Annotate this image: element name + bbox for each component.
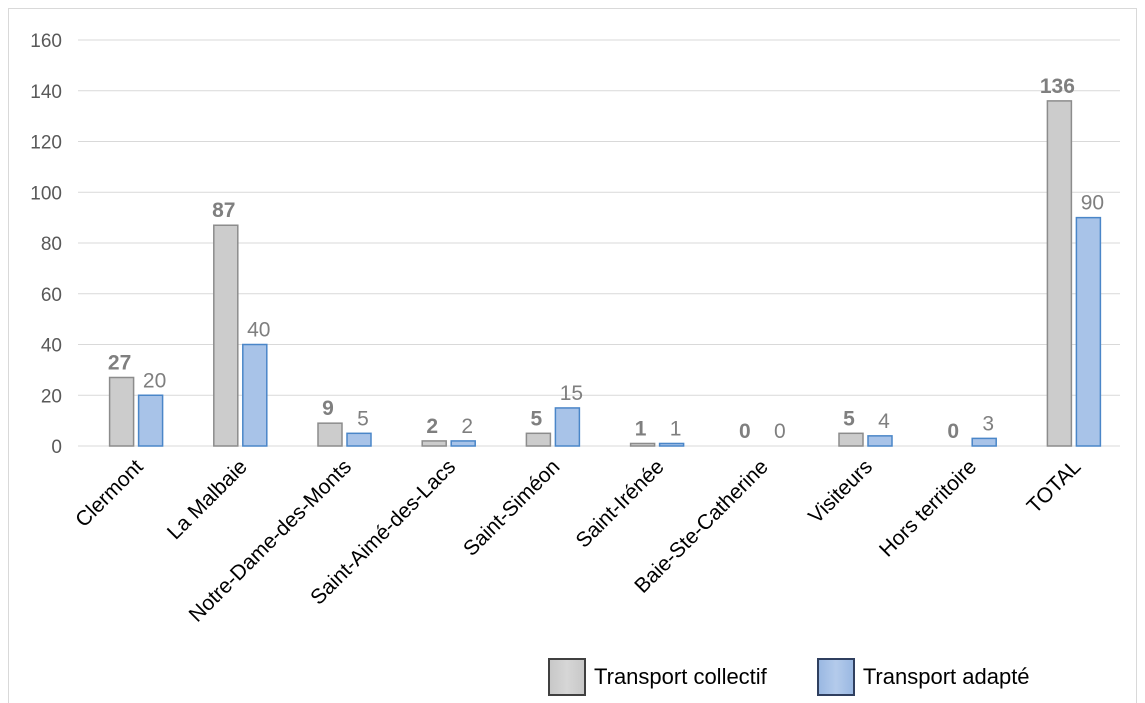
data-label-transport-adapte: 20 [143,369,166,392]
y-tick-label: 40 [41,336,62,357]
data-label-transport-adapte: 1 [670,417,682,440]
legend-swatch-transport-collectif [548,658,586,696]
bar-transport-adapte [867,435,893,447]
data-label-transport-adapte: 40 [247,319,270,342]
data-label-transport-collectif: 0 [947,420,959,443]
data-label-transport-collectif: 2 [426,415,438,438]
bar-transport-adapte [554,407,581,447]
bar-transport-adapte [658,442,685,447]
data-label-transport-adapte: 2 [461,415,473,438]
x-tick-label: Hors territoire [875,455,981,561]
data-label-transport-collectif: 27 [108,351,131,374]
data-label-transport-collectif: 87 [212,199,235,222]
bar-transport-collectif [525,432,552,447]
bar-transport-adapte [971,437,997,447]
bar-transport-collectif [317,422,343,447]
bar-transport-collectif [838,432,864,447]
y-tick-label: 120 [30,133,62,154]
legend-swatch-transport-adapte [816,658,855,696]
chart-legend: Transport collectif Transport adapté [548,652,1030,702]
bar-transport-collectif [629,442,656,447]
x-tick-label: TOTAL [1023,455,1086,518]
y-tick-label: 60 [41,285,62,306]
legend-label-transport-adapte: Transport adapté [862,664,1030,689]
legend-label-transport-collectif: Transport collectif [594,664,767,689]
data-label-transport-collectif: 1 [635,417,647,440]
data-label-transport-adapte: 5 [357,407,369,430]
bar-transport-adapte [346,432,372,447]
bar-transport-adapte [450,440,476,447]
x-tick-label: La Malbaie [163,455,252,544]
data-label-transport-collectif: 0 [739,420,751,443]
data-label-transport-collectif: 5 [531,407,543,430]
legend-item-transport-collectif: Transport collectif [548,658,767,696]
bar-transport-collectif [1046,100,1073,447]
data-label-transport-adapte: 15 [560,382,583,405]
bar-transport-adapte [242,343,268,447]
bar-transport-adapte [1075,216,1102,447]
bar-transport-collectif [421,440,447,447]
data-label-transport-collectif: 5 [843,407,855,430]
data-label-transport-collectif: 136 [1040,75,1075,98]
y-tick-label: 0 [51,437,62,458]
y-tick-label: 160 [30,31,62,52]
y-tick-label: 100 [30,183,62,204]
chart-frame [8,8,1137,703]
y-tick-label: 80 [41,234,62,255]
y-tick-label: 20 [41,386,62,407]
x-tick-label: Clermont [71,455,148,532]
bar-transport-collectif [108,376,135,447]
x-tick-label: Visiteurs [804,455,877,528]
data-label-transport-adapte: 3 [982,412,994,435]
bar-transport-collectif [213,224,239,447]
data-label-transport-adapte: 4 [878,410,890,433]
y-tick-label: 140 [30,82,62,103]
x-tick-label: Saint-Irénée [571,455,668,552]
data-label-transport-collectif: 9 [322,397,334,420]
data-label-transport-adapte: 0 [774,420,786,443]
data-label-transport-adapte: 90 [1081,192,1104,215]
bar-transport-adapte [137,394,164,447]
x-tick-label: Saint-Siméon [459,455,564,560]
legend-item-transport-adapte: Transport adapté [816,658,1030,696]
